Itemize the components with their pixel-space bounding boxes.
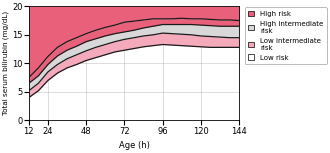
Y-axis label: Total serum bilirubin (mg/dL): Total serum bilirubin (mg/dL) [3, 11, 9, 115]
X-axis label: Age (h): Age (h) [118, 141, 149, 150]
Legend: High risk, High intermediate
risk, Low intermediate
risk, Low risk: High risk, High intermediate risk, Low i… [245, 7, 327, 64]
